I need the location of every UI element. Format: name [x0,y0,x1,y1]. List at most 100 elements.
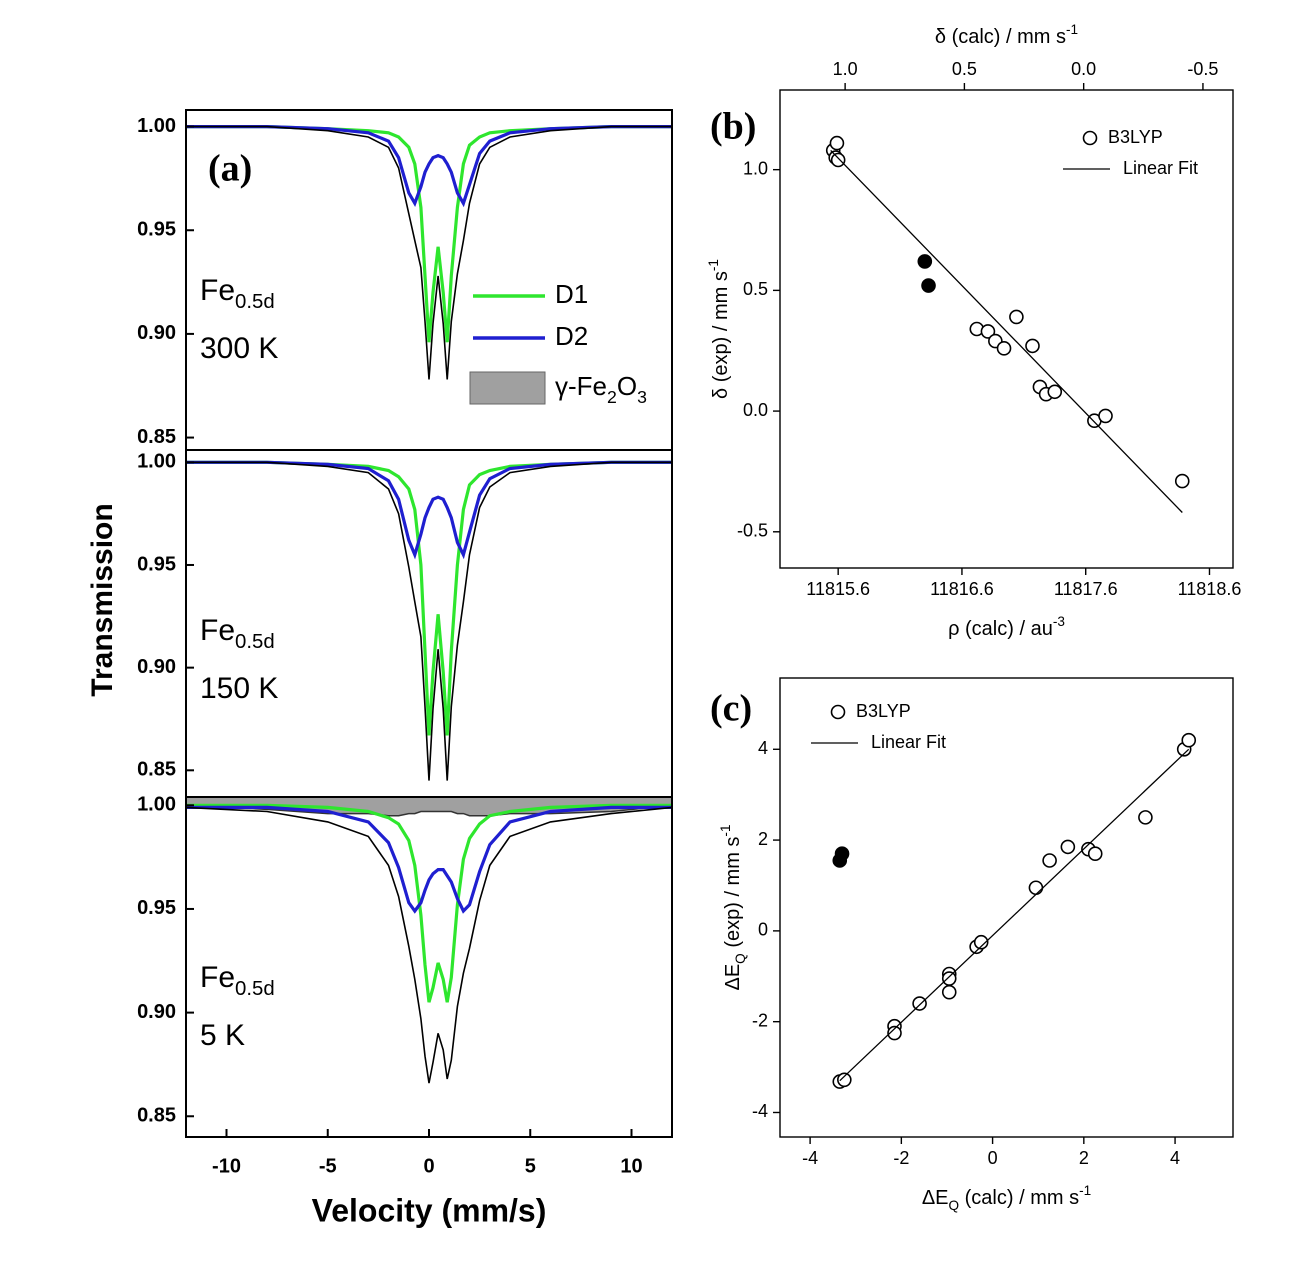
y-axis-label: δ (exp) / mm s-1 [706,259,732,399]
x-tick-label: -2 [893,1148,909,1168]
x-tick-label: 10 [620,1155,642,1177]
temperature-label: 150 K [200,672,278,705]
y-tick-label: 0.95 [137,897,176,919]
y-tick-label: 4 [758,738,768,758]
x-tick-label: 0 [988,1148,998,1168]
x-tick-label: 11815.6 [806,579,870,599]
spectrum-line [186,461,672,781]
x-tick-label: 11817.6 [1054,579,1118,599]
y-tick-label: -4 [752,1101,768,1121]
label-part: Q [733,953,748,964]
legend-swatch [830,704,846,720]
data-point [832,853,848,868]
x-tick-label: -5 [319,1155,337,1177]
data-point [912,996,927,1011]
label-part: -1 [1066,22,1078,37]
spectrum-line [186,803,672,1003]
sample-label: Fe0.5d [200,961,275,1000]
x-tick-label: -10 [212,1155,241,1177]
data-point [1028,880,1044,896]
label-part: Fe [200,614,235,647]
legend-label: Linear Fit [871,732,946,752]
panel-frame [185,449,673,798]
y-tick-label: -0.5 [737,521,768,541]
y-tick-label: 0.85 [137,759,176,781]
label-part: 0.5d [235,631,275,653]
y-axis-label: ΔEQ (exp) / mm s-1 [718,824,748,990]
x-axis-label: ρ (calc) / au-3 [948,614,1065,640]
y-tick-label: -2 [752,1010,768,1030]
legend-label: B3LYP [856,701,911,721]
data-point [1009,309,1024,325]
data-point [1181,732,1197,748]
y-tick-label: 0.5 [743,279,768,299]
label-part: 3 [637,387,647,407]
panel-label: (b) [710,106,756,148]
y-tick-label: 2 [758,829,768,849]
panel-frame [185,796,673,1138]
legend-swatch [1082,130,1098,146]
x2-tick-label: -0.5 [1187,59,1218,79]
data-point [941,984,957,1000]
label-part: Fe [200,274,235,307]
label-part: (exp) / mm s [722,837,744,954]
temperature-label: 300 K [200,332,278,365]
panel-label: (a) [208,148,252,190]
label-part: O [617,371,637,401]
data-point [837,1072,852,1088]
x-tick-label: 11818.6 [1178,579,1242,599]
label-part: δ (exp) / mm s [710,271,732,399]
data-point [917,254,933,269]
data-point [941,971,957,986]
y-tick-label: 0.90 [137,322,176,344]
label-part: ΔE [722,964,744,991]
label-part: 0.5d [235,978,275,1000]
x-axis-label: Velocity (mm/s) [312,1192,547,1228]
label-part: ΔE [922,1187,949,1209]
legend-label: γ-Fe2O3 [555,371,647,407]
sample-label: Fe0.5d [200,274,275,313]
label-part: -1 [706,259,721,271]
data-point [1098,408,1113,424]
y-tick-label: 0.95 [137,553,176,575]
x-tick-label: 4 [1170,1148,1180,1168]
y-axis-label: Transmission [86,503,119,696]
label-part: 0.5d [235,291,275,313]
spectrum-line [186,460,672,560]
x2-tick-label: 1.0 [833,59,858,79]
legend-label: B3LYP [1108,127,1163,147]
spectrum-line [186,125,672,380]
label-part: (calc) / mm s [959,1187,1079,1209]
x2-tick-label: 0.5 [952,59,977,79]
y-tick-label: 1.0 [743,158,768,178]
data-point [829,135,845,151]
label-part: -1 [718,824,733,836]
spectrum-line [186,125,672,343]
x-tick-label: 11816.6 [930,579,994,599]
y-tick-label: 0.90 [137,656,176,678]
y-tick-label: 1.00 [137,451,176,473]
label-part: δ (calc) / mm s [935,26,1066,48]
data-point [980,324,996,339]
legend-label: Linear Fit [1123,158,1198,178]
data-point [1174,473,1190,489]
x2-tick-label: 0.0 [1071,59,1096,79]
data-point [887,1025,902,1041]
x2-axis-label: δ (calc) / mm s-1 [935,22,1078,48]
spectrum-line [186,125,672,208]
plot-frame [779,677,1234,1138]
spectrum-line [185,806,673,1084]
panel-label: (c) [710,688,752,730]
label-part: -1 [1079,1183,1091,1198]
data-point [830,152,846,168]
label-part: ρ (calc) / au [948,618,1053,640]
y-tick-label: 0.0 [743,400,768,420]
fit-line [839,748,1190,1082]
x-tick-label: 0 [423,1155,434,1177]
legend-label: D2 [555,321,588,351]
y-tick-label: 0 [758,920,768,940]
data-point [921,278,936,293]
plot-frame [779,89,1234,569]
y-tick-label: 1.00 [137,115,176,137]
